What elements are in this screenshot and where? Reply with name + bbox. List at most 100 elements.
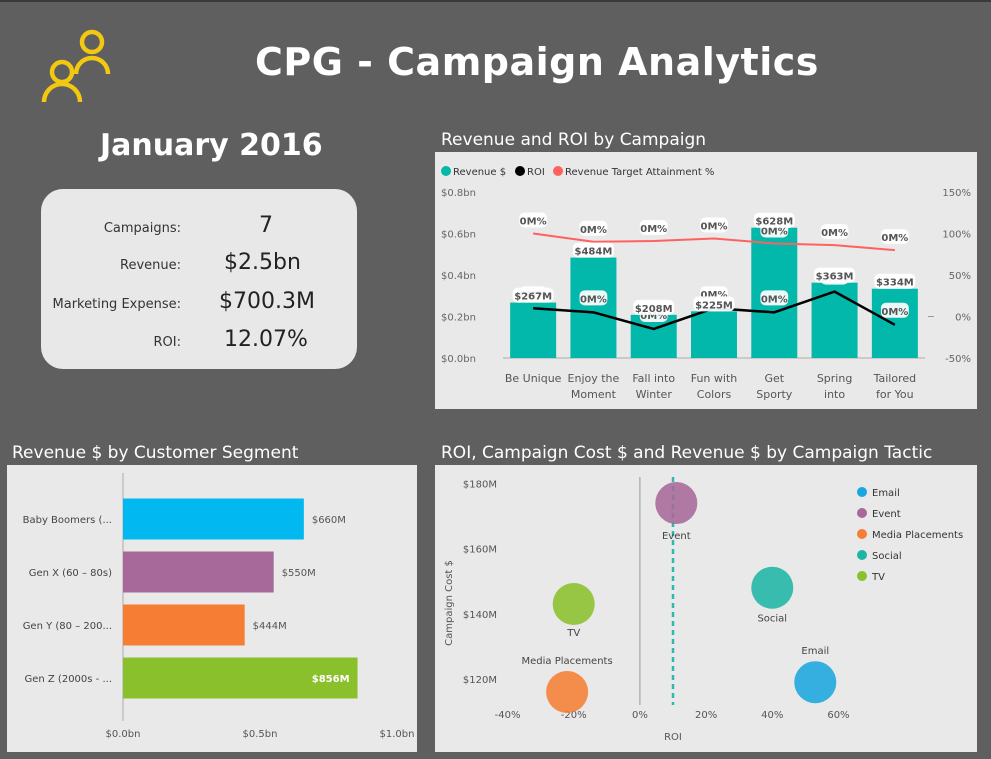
x-tick-label: 40%	[761, 710, 783, 721]
legend-label: Revenue $	[453, 167, 506, 178]
target-attainment-line	[533, 232, 895, 252]
target-data-label: 0M%	[580, 225, 607, 236]
bubble-label: Media Placements	[522, 656, 613, 667]
bar-data-label: $660M	[312, 515, 346, 526]
target-data-label: 0M%	[520, 217, 547, 228]
y-tick-label: Baby Boomers (...	[23, 515, 112, 526]
y-axis-title: Campaign Cost $	[444, 560, 455, 646]
bar-data-label: $550M	[282, 568, 316, 579]
roi-data-label-bg	[760, 290, 789, 306]
period-label: January 2016	[100, 128, 323, 163]
tactic-chart: $120M $140M $160M $180M -40% -20% 0% 20% 40% 60% C…	[444, 477, 963, 743]
legend-label: Email	[872, 488, 900, 499]
legend-label: ROI	[527, 167, 545, 178]
revenue-data-label: $225M	[695, 300, 733, 311]
y2-tick-label: 0%	[955, 313, 971, 324]
legend-marker	[857, 529, 867, 539]
legend-marker	[553, 166, 563, 176]
x-tick-label: 60%	[827, 710, 849, 721]
legend-marker	[441, 166, 451, 176]
revenue-data-label-bg	[753, 212, 795, 228]
tactic-chart-title: ROI, Campaign Cost $ and Revenue $ by Ca…	[441, 443, 933, 463]
roi-data-label-bg	[880, 302, 909, 318]
x-tick-label: Spring	[817, 372, 853, 385]
y-tick-label: Gen Z (2000s - ...	[24, 674, 112, 685]
y-tick-label: $0.8bn	[441, 188, 476, 199]
kpi-roi: ROI: 12.07%	[41, 327, 357, 357]
revenue-data-label: $267M	[514, 292, 552, 303]
legend-marker	[857, 508, 867, 518]
y-tick-label: $140M	[463, 610, 497, 621]
revenue-bar	[510, 302, 557, 358]
kpi-label: Revenue:	[120, 258, 181, 273]
revenue-data-label: $628M	[755, 217, 793, 228]
legend-label: Revenue Target Attainment %	[565, 167, 714, 178]
tactic-chart-panel[interactable]: $120M $140M $160M $180M -40% -20% 0% 20% 40% 60% C…	[435, 465, 977, 752]
x-tick-label: Tailored	[873, 372, 917, 385]
segment-bar	[123, 604, 245, 646]
bubble-tv	[552, 583, 595, 626]
target-data-label: 0M%	[640, 224, 667, 235]
x-axis-title: ROI	[664, 732, 682, 743]
y-tick-label: $0.0bn	[441, 354, 476, 365]
x-tick-label: 20%	[695, 710, 717, 721]
revenue-data-label-bg	[814, 267, 856, 283]
revenue-bar	[691, 311, 737, 358]
x-tick-label: Fun with	[691, 372, 738, 385]
roi-data-label: 0M%	[761, 294, 788, 305]
kpi-value: 12.07%	[224, 327, 308, 352]
x-tick-label: Sporty	[756, 388, 793, 401]
segment-chart-panel[interactable]: Baby Boomers (... $660M Gen X (60 – 80s) $5…	[7, 465, 417, 752]
legend-marker	[857, 487, 867, 497]
revenue-data-label-bg	[512, 287, 554, 303]
y-tick-label: $180M	[463, 480, 497, 491]
x-tick-label: into	[824, 388, 845, 401]
top-border	[0, 0, 991, 2]
legend-label: Event	[872, 509, 901, 520]
x-tick-label: for You	[876, 388, 914, 401]
roi-data-label: 0M%	[701, 290, 728, 301]
target-data-label: 0M%	[761, 226, 788, 237]
x-tick-label: -20%	[561, 710, 587, 721]
x-tick-label: Enjoy the	[568, 372, 620, 385]
target-data-label: 0M%	[701, 221, 728, 232]
x-tick-label: -40%	[495, 710, 521, 721]
target-data-label-bg	[579, 220, 608, 236]
segment-chart: Baby Boomers (... $660M Gen X (60 – 80s) $5…	[23, 473, 415, 740]
campaign-chart-panel[interactable]: Revenue $ ROI Revenue Target Attainment % $…	[435, 152, 977, 409]
segment-chart-title: Revenue $ by Customer Segment	[12, 443, 299, 463]
segment-bar	[123, 498, 304, 540]
y-tick-label: $160M	[463, 545, 497, 556]
page-title: CPG - Campaign Analytics	[255, 40, 819, 84]
target-data-label-bg	[880, 229, 909, 245]
y-tick-label: $0.2bn	[441, 313, 476, 324]
revenue-bar	[630, 314, 677, 358]
bar-data-label: $444M	[253, 621, 287, 632]
bar-data-label: $856M	[312, 674, 350, 685]
revenue-data-label-bg	[633, 299, 675, 315]
x-tick-label: Get	[764, 372, 784, 385]
bubble-email	[794, 661, 837, 704]
kpi-label: ROI:	[153, 335, 181, 350]
target-data-label-bg	[820, 224, 849, 240]
y2-tick-label: 50%	[949, 271, 971, 282]
legend-marker	[515, 166, 525, 176]
kpi-label: Campaigns:	[103, 221, 181, 236]
people-group-icon	[41, 29, 111, 103]
target-data-label-bg	[700, 217, 728, 233]
roi-data-label: 0M%	[640, 311, 667, 322]
kpi-campaigns: Campaigns: 7	[41, 213, 357, 243]
revenue-data-label-bg	[572, 242, 614, 258]
target-data-label: 0M%	[821, 228, 848, 239]
legend-marker	[857, 571, 867, 581]
y2-tick-label: -50%	[945, 354, 971, 365]
segment-bar	[123, 551, 274, 593]
bubble-label: Email	[801, 646, 829, 657]
campaign-chart: Revenue $ ROI Revenue Target Attainment % $…	[441, 166, 971, 401]
y-tick-label: Gen X (60 – 80s)	[29, 568, 112, 579]
x-tick-label: 0%	[632, 710, 648, 721]
y2-tick-label: 100%	[942, 230, 971, 241]
bubble-media-placements	[546, 670, 589, 713]
kpi-label: Marketing Expense:	[52, 297, 181, 312]
x-tick-label: $1.0bn	[380, 729, 415, 740]
